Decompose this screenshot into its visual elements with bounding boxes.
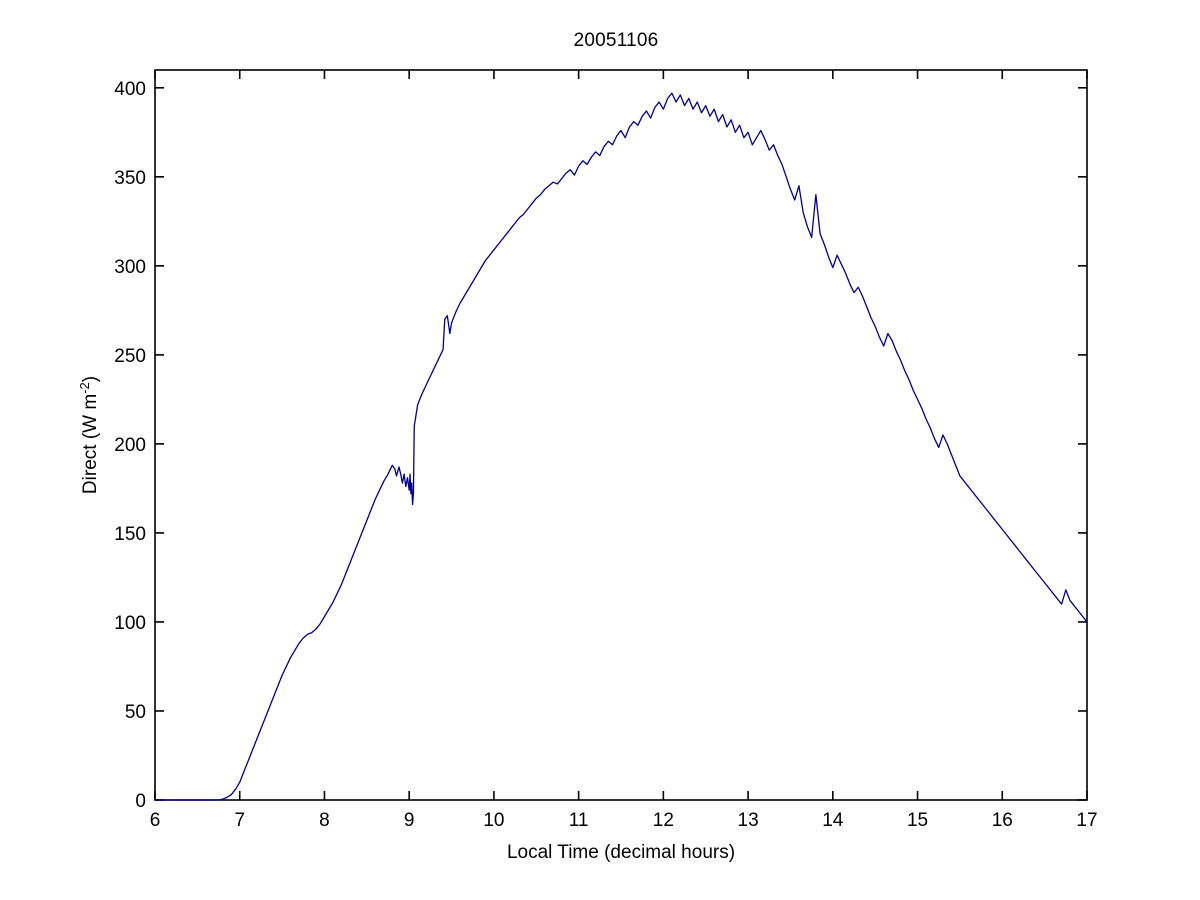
y-axis-tick-labels: 0 50 100 150 200 250 300 350 400 — [114, 79, 146, 812]
x-tick-label: 7 — [234, 810, 245, 831]
x-axis-ticks — [154, 70, 1088, 800]
y-axis-title-base: Direct (W m — [80, 394, 101, 494]
x-tick-label: 13 — [738, 810, 759, 831]
y-tick-label: 50 — [125, 702, 146, 723]
y-axis-title: Direct (W m-2) — [77, 376, 101, 494]
x-axis-title: Local Time (decimal hours) — [507, 842, 735, 863]
axes-frame — [154, 69, 1088, 801]
chart-title-text: 20051106 — [573, 30, 659, 51]
x-tick-label: 17 — [1076, 810, 1097, 831]
y-tick-label: 350 — [114, 168, 146, 189]
y-tick-label: 100 — [114, 613, 146, 634]
y-tick-label: 200 — [114, 435, 146, 456]
y-axis-ticks — [155, 87, 1087, 801]
y-tick-label: 300 — [114, 257, 146, 278]
y-axis-title-close: ) — [80, 376, 101, 382]
data-series-line — [154, 92, 1088, 801]
y-tick-label: 400 — [114, 79, 146, 100]
x-tick-label: 9 — [404, 810, 415, 831]
x-tick-label: 6 — [150, 810, 161, 831]
y-tick-label: 150 — [114, 524, 146, 545]
plot-background — [155, 70, 1087, 800]
x-tick-label: 12 — [653, 810, 674, 831]
y-tick-label: 250 — [114, 346, 146, 367]
x-tick-label: 10 — [483, 810, 504, 831]
x-tick-label: 14 — [822, 810, 844, 831]
x-tick-label: 15 — [907, 810, 928, 831]
y-axis-title-exponent: -2 — [77, 382, 92, 394]
y-axis-title-group: Direct (W m-2) — [77, 376, 101, 494]
x-tick-label: 8 — [319, 810, 330, 831]
x-tick-label: 11 — [569, 810, 589, 831]
x-axis-tick-labels: 6 7 8 9 10 11 12 13 14 15 16 17 — [150, 810, 1098, 831]
chart-title: 20051106 — [0, 30, 1200, 52]
x-tick-label: 16 — [992, 810, 1013, 831]
y-tick-label: 0 — [135, 791, 146, 812]
